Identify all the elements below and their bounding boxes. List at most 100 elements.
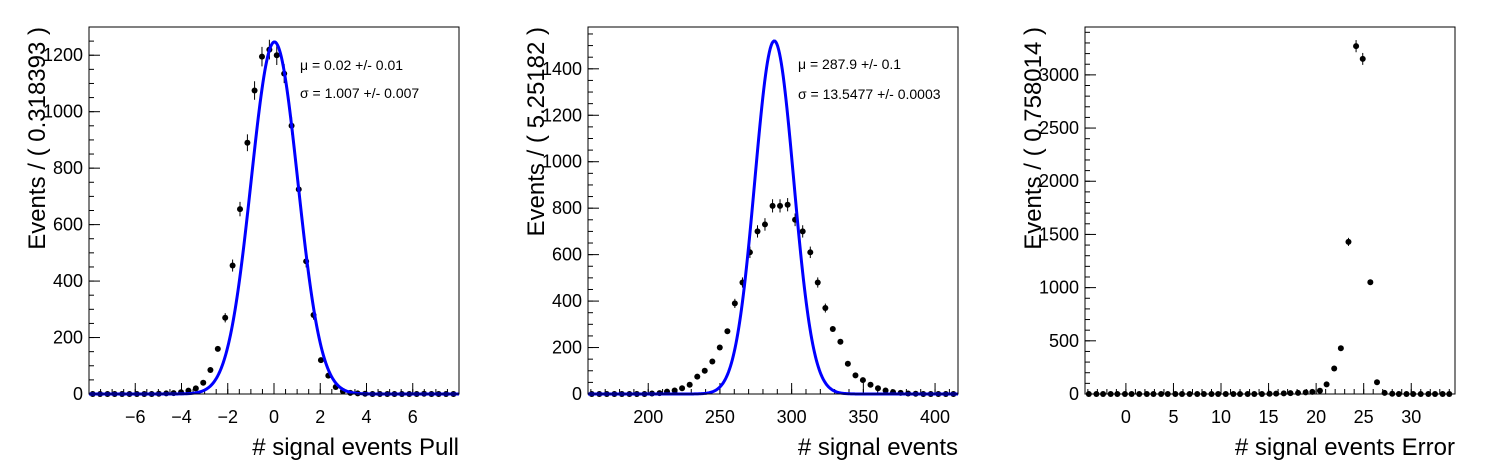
point-marker [837,338,844,345]
point-marker [251,87,258,94]
pull-distribution-panel: −6 −4 −2 0 2 4 6 0 200 400 600 800 1000 1200 # signal … [24,26,460,461]
fit-parameter-value: = 0.02 +/- 0.01 [312,57,403,73]
data-point [1287,390,1294,397]
point-marker [769,202,776,209]
x-tick-label: 4 [361,407,371,427]
x-tick-label: 0 [269,407,279,427]
y-tick-label: 800 [552,198,582,218]
point-marker [1316,387,1323,394]
data-point [731,298,738,308]
x-tick-label: −2 [217,407,238,427]
y-tick-label: 2500 [1039,118,1079,138]
x-tick-label: 15 [1259,407,1279,427]
point-marker [716,344,723,351]
fit-parameter-label: σ = 1.007 +/- 0.007 [300,85,419,101]
point-marker [867,381,874,388]
signal-events-panel: 200 250 300 350 400 0 200 400 600 800 1000 1200 1400… [523,26,959,461]
point-marker [258,53,265,60]
y-tick-label: 1000 [542,152,582,172]
data-point [709,358,716,365]
y-axis-label: Events / ( 0.758014 ) [1020,27,1047,250]
x-tick-label: 0 [1121,407,1131,427]
point-marker [807,249,814,256]
point-marker [1337,345,1344,352]
x-tick-label: 250 [705,407,735,427]
point-marker [1345,238,1352,245]
data-point [761,218,768,231]
point-marker [874,385,881,392]
point-marker [1280,390,1287,397]
y-tick-label: 600 [53,215,83,235]
data-point [1345,237,1352,246]
point-marker [822,305,829,312]
data-point [716,344,723,351]
point-marker [701,367,708,374]
x-tick-label: −4 [171,407,192,427]
y-tick-label: 1400 [542,59,582,79]
data-point [229,259,236,272]
point-marker [777,202,784,209]
y-axis-label: Events / ( 5.25182 ) [523,27,550,236]
point-marker [844,360,851,367]
x-tick-label: 20 [1306,407,1326,427]
point-marker [686,381,693,388]
x-tick-label: 350 [848,407,878,427]
fit-parameter-symbol: σ [300,85,313,101]
fit-parameter-label: μ = 0.02 +/- 0.01 [300,57,403,73]
data-point [1367,279,1374,286]
data-point [874,385,881,392]
data-point [867,381,874,388]
data-point [701,367,708,374]
fit-parameter-symbol: μ [300,57,312,73]
point-marker [192,385,199,392]
fit-parameter-label: σ = 13.5477 +/- 0.0003 [798,86,941,102]
x-tick-label: 6 [408,407,418,427]
data-point [829,325,836,332]
x-tick-label: −6 [125,407,146,427]
point-marker [882,387,889,394]
data-point [1280,390,1287,397]
point-marker [814,279,821,286]
point-marker [1302,389,1309,396]
data-point [251,81,258,100]
point-marker [229,262,236,269]
y-tick-label: 1200 [542,105,582,125]
x-tick-label: 300 [777,407,807,427]
y-axis-label: Events / ( 0.318393 ) [24,27,51,250]
y-tick-label: 1500 [1039,224,1079,244]
y-tick-label: 400 [552,291,582,311]
data-point [214,345,221,352]
data-point [317,357,324,364]
data-point [837,338,844,345]
data-point [258,46,265,67]
data-point [686,381,693,388]
x-tick-label: 5 [1168,407,1178,427]
y-tick-label: 600 [552,245,582,265]
point-marker [237,206,244,213]
data-point [222,313,229,323]
point-marker [1287,390,1294,397]
data-point [207,367,214,374]
data-point [852,372,859,379]
data-point [1337,345,1344,352]
y-tick-label: 1000 [1039,278,1079,298]
data-point [814,277,821,288]
y-tick-label: 0 [572,384,582,404]
data-point [200,379,207,386]
point-marker [694,373,701,380]
data-point [799,225,806,238]
x-tick-label: 400 [920,407,950,427]
data-point [859,377,866,384]
data-point [671,387,678,394]
data-point [1323,381,1330,388]
data-point [1309,388,1316,395]
data-point [1381,389,1388,396]
data-point [1374,379,1381,386]
y-tick-label: 200 [53,328,83,348]
y-tick-label: 0 [1069,384,1079,404]
data-point [1353,40,1360,53]
data-point [1331,365,1338,372]
data-point [273,45,280,66]
point-marker [1359,55,1366,62]
